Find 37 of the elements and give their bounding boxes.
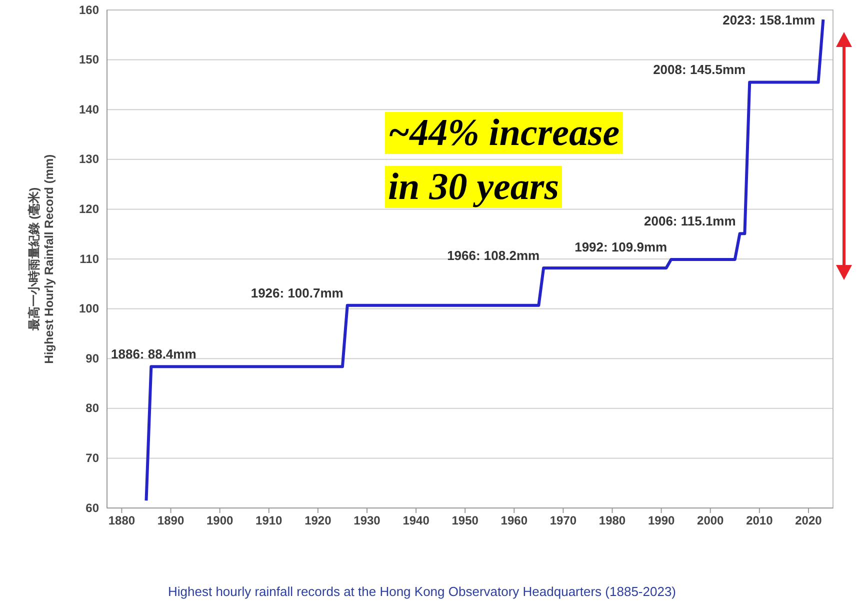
y-tick-label: 100	[78, 302, 100, 316]
x-tick-label: 1890	[157, 514, 184, 528]
y-tick-label: 120	[78, 202, 100, 216]
annotation: 1886: 88.4mm	[111, 346, 196, 362]
y-tick-label: 110	[80, 252, 100, 266]
y-tick-label: 130	[78, 152, 100, 166]
x-tick-label: 1980	[598, 514, 626, 528]
annotation: ~44% increase	[388, 112, 620, 154]
x-tick-label: 2010	[746, 514, 774, 528]
annotation: 2006: 115.1mm	[644, 214, 736, 229]
x-tick-label: 2000	[697, 514, 724, 528]
annotation: 2023: 158.1mm	[722, 12, 816, 28]
annotation: 1926: 100.7mm	[250, 285, 344, 300]
x-tick-label: 1910	[256, 514, 283, 528]
y-tick-label: 60	[86, 500, 100, 515]
annotation: 1992: 109.9mm	[574, 240, 668, 254]
x-tick-label: 1950	[452, 514, 479, 528]
x-tick-label: 1970	[550, 514, 577, 528]
y-axis-title: 最高一小時雨量紀錄 (毫米) Highest Hourly Rainfall Record (mm)	[27, 154, 56, 364]
x-tick-label: 1920	[304, 514, 332, 528]
y-tick-label: 90	[86, 351, 100, 366]
text: Highest hourly rainfall records at the Hong Kong Observatory Headquarters (1885-2023)	[168, 584, 676, 599]
annotation: 1966: 108.2mm	[447, 248, 540, 263]
annotation: 2008: 145.5mm	[653, 62, 746, 78]
y-tick-label: 70	[86, 451, 100, 466]
annotation: in 30 years	[388, 166, 559, 208]
x-tick-label: 1900	[206, 514, 234, 528]
y-tick-label: 140	[78, 102, 100, 116]
x-tick-label: 1880	[108, 514, 136, 528]
y-tick-label: 150	[78, 52, 100, 67]
y-tick-label: 80	[86, 401, 100, 416]
y-tick-label: 160	[78, 2, 100, 17]
x-tick-label: 2020	[795, 514, 822, 528]
x-tick-label: 1930	[354, 514, 381, 528]
x-tick-label: 1990	[648, 514, 675, 528]
x-tick-label: 1940	[402, 514, 430, 528]
x-tick-label: 1960	[500, 514, 528, 528]
